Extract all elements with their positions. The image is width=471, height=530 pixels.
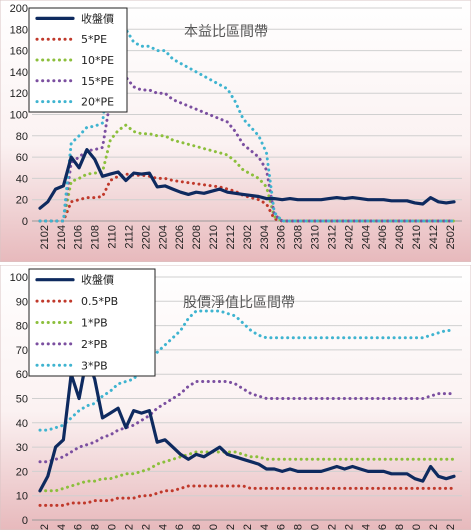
x-tick-label: 2312 [326,225,338,249]
x-tick-label: 2310 [310,524,322,530]
x-tick-label: 2102 [39,225,51,249]
x-tick-label: 2208 [191,524,203,530]
legend-label: 5*PE [81,33,107,46]
series-line-price [38,148,456,210]
x-tick-label: 2206 [174,524,186,530]
pe-band-chart: 0 20 40 60 80 100 120 140 160 180 200 2102 2104 2106 2… [0,0,471,262]
y-tick-label: 160 [10,46,28,58]
series-line-15-pe [38,75,456,223]
x-tick-label: 2108 [90,225,102,249]
x-tick-label: 2204 [157,225,169,249]
series-line-0-5-pb [38,484,456,507]
series-line-2-pb [38,380,456,464]
legend-label: 3*PB [81,359,108,372]
x-tick-label: 2304 [259,225,271,249]
y-tick-label: 50 [16,394,28,406]
series-line-1-pb [38,450,456,493]
x-tick-label: 2112 [123,225,135,249]
x-tick-label: 2210 [208,225,220,249]
x-tick-label: 2308 [293,524,305,530]
x-tick-label: 2306 [276,524,288,530]
x-tick-label: 2408 [394,524,406,530]
x-tick-label: 2310 [310,225,322,249]
x-tick-label: 2412 [428,225,440,249]
y-tick-label: 20 [16,466,28,478]
y-tick-label: 200 [10,3,28,15]
y-tick-label: 20 [16,195,28,207]
x-tick-label: 2210 [208,524,220,530]
legend-box [28,268,156,377]
legend-label: 收盤價 [81,273,114,287]
pb-band-chart: 0 10 20 30 40 50 60 70 80 90 100 2102 2104 2106 2108 21… [0,265,471,530]
y-tick-label: 180 [10,24,28,36]
x-tick-label: 2110 [107,225,119,249]
x-tick-label: 2312 [326,524,338,530]
y-tick-label: 0 [22,515,28,527]
legend-box [28,7,128,113]
legend-label: 收盤價 [81,11,114,25]
x-tick-label: 2406 [377,225,389,249]
x-tick-label: 2302 [242,225,254,249]
x-tick-label: 2302 [242,524,254,530]
y-tick-label: 30 [16,442,28,454]
x-tick-label: 2410 [411,225,423,249]
x-tick-label: 2110 [107,524,119,530]
x-tick-label: 2106 [73,225,85,249]
y-tick-label: 80 [16,321,28,333]
x-tick-label: 2412 [428,524,440,530]
x-tick-label: 2208 [191,225,203,249]
y-tick-label: 60 [16,369,28,381]
x-tick-label: 2404 [360,524,372,530]
x-tick-label: 2206 [174,225,186,249]
x-tick-label: 2402 [343,524,355,530]
x-tick-label: 2108 [90,524,102,530]
y-tick-label: 100 [10,110,28,122]
x-tick-label: 2404 [360,225,372,249]
pe-band-chart-panel: 0 20 40 60 80 100 120 140 160 180 200 2102 2104 2106 2… [0,0,471,262]
x-tick-label: 2408 [394,225,406,249]
x-tick-label: 2106 [73,524,85,530]
x-tick-label: 2212 [225,225,237,249]
series-line-20-pe [38,27,456,223]
x-tick-label: 2402 [343,225,355,249]
y-tick-label: 120 [10,88,28,100]
y-tick-label: 90 [16,296,28,308]
pb-band-chart-panel: 0 10 20 30 40 50 60 70 80 90 100 2102 2104 2106 2108 21… [0,265,471,530]
legend-label: 20*PE [81,96,114,109]
y-tick-label: 100 [10,272,28,284]
x-tick-label: 2410 [411,524,423,530]
series-line-3-pb [38,309,456,432]
x-tick-label: 2304 [259,524,271,530]
x-tick-label: 2212 [225,524,237,530]
y-tick-label: 80 [16,131,28,143]
chart-title: 本益比區間帶 [184,24,268,40]
legend-label: 15*PE [81,75,114,88]
legend-label: 2*PB [81,338,108,351]
x-tick-label: 2308 [293,225,305,249]
legend-label: 0.5*PB [81,295,118,308]
y-tick-label: 40 [16,418,28,430]
x-tick-label: 2112 [123,524,135,530]
x-tick-label: 2102 [39,524,51,530]
x-tick-label: 2502 [445,225,457,249]
legend-label: 10*PE [81,54,114,67]
x-tick-label: 2104 [56,225,68,249]
y-tick-label: 0 [22,216,28,228]
x-tick-label: 2204 [157,524,169,530]
chart-title: 股價淨值比區間帶 [183,294,295,311]
x-tick-label: 2406 [377,524,389,530]
x-tick-label: 2502 [445,524,457,530]
y-tick-label: 70 [16,345,28,357]
y-tick-label: 10 [16,491,28,503]
y-tick-label: 60 [16,152,28,164]
legend-label: 1*PB [81,317,108,330]
x-tick-label: 2104 [56,524,68,530]
y-tick-label: 140 [10,67,28,79]
x-tick-label: 2306 [276,225,288,249]
x-tick-label: 2202 [140,225,152,249]
series-line-price [38,355,456,493]
x-tick-label: 2202 [140,524,152,530]
y-tick-label: 40 [16,173,28,185]
